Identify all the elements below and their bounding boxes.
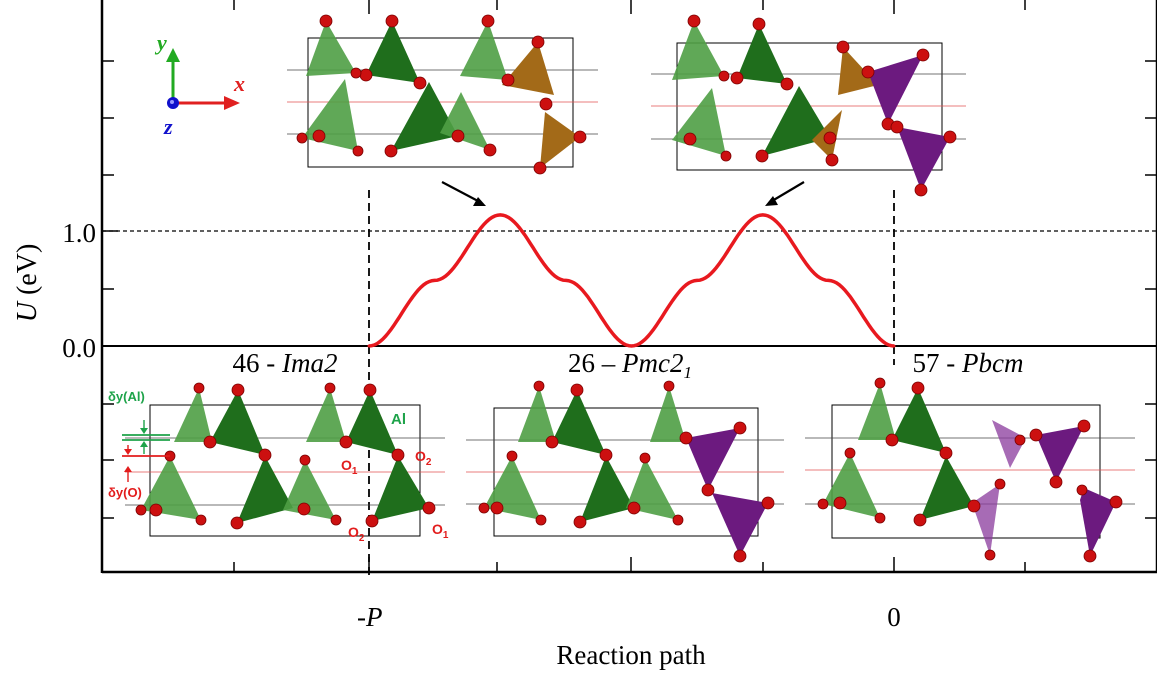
energy-point-0: [367, 344, 371, 348]
x-tick-label-minus-p: -P: [357, 602, 383, 632]
axis-x-label: x: [233, 71, 245, 96]
x-tick-prefix: -: [357, 602, 366, 632]
structure-ima2: δy(Al) δy(O) Al O1 O2 O2 O1: [108, 382, 449, 544]
x-tick-label-zero: 0: [887, 602, 901, 632]
axes-triad: y x z: [154, 30, 245, 139]
annotation-dy-al: δy(Al): [108, 389, 145, 404]
phase-label-pbcm: 57 - Pbcm: [913, 348, 1024, 378]
energy-curve: [368, 213, 895, 348]
x-tick-italic: P: [365, 602, 383, 632]
energy-point-6: [761, 213, 765, 217]
phase-label-pmc21: 26 – Pmc21: [568, 348, 692, 382]
annotation-al: Al: [391, 411, 406, 428]
annotation-dy-o: δy(O): [108, 485, 142, 500]
axis-y-label: y: [154, 30, 167, 55]
energy-point-8: [892, 344, 896, 348]
energy-point-3: [564, 278, 568, 282]
y-axis-label: U (eV): [12, 244, 43, 323]
annotation-o1-lower: O1: [432, 521, 449, 541]
y-tick-label-1: 1.0: [62, 218, 96, 248]
energy-point-7: [826, 278, 830, 282]
energy-point-4: [630, 344, 633, 348]
y-tick-label-0: 0.0: [62, 333, 96, 363]
upper-panel-frame: [100, 0, 1157, 574]
structure-transition-2: [651, 14, 966, 197]
axis-z-label: z: [163, 114, 173, 139]
x-axis-label: Reaction path: [556, 640, 706, 670]
pointer-arrows: [441, 181, 805, 206]
energy-point-5: [695, 278, 699, 282]
structure-pmc21: [466, 380, 784, 563]
y-axis-unit: (eV): [12, 244, 43, 295]
annotation-o1-upper: O1: [341, 457, 358, 477]
annotation-o2-lower: O2: [348, 524, 365, 544]
x-axis-ticks: [233, 0, 1026, 572]
y-axis-symbol: U: [12, 300, 43, 322]
phase-label-ima2: 46 - Ima2: [233, 348, 338, 378]
energy-point-2: [498, 213, 502, 217]
annotation-o2-upper: O2: [415, 448, 432, 468]
energy-data-points: [367, 213, 896, 348]
structure-transition-1: [287, 14, 598, 175]
structure-pbcm: [805, 377, 1135, 563]
energy-point-1: [433, 278, 437, 282]
